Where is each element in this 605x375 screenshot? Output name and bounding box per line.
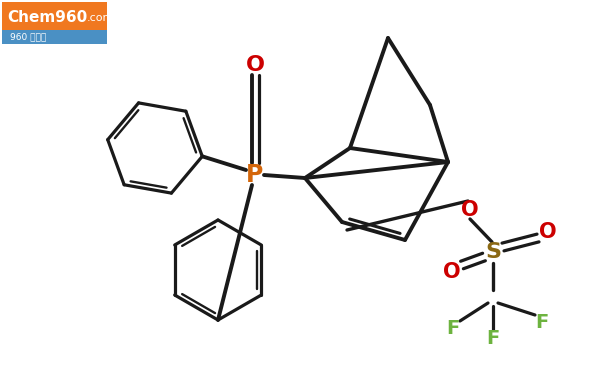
Text: 960 化工网: 960 化工网 — [10, 33, 46, 42]
Text: O: O — [443, 262, 461, 282]
Text: P: P — [246, 163, 264, 187]
Text: .com: .com — [87, 13, 114, 23]
Text: F: F — [486, 328, 500, 348]
Text: O: O — [539, 222, 557, 242]
Text: F: F — [535, 312, 549, 332]
Polygon shape — [2, 30, 107, 44]
Text: O: O — [246, 55, 264, 75]
Text: O: O — [461, 200, 479, 220]
Text: Chem960: Chem960 — [7, 10, 87, 26]
Text: F: F — [446, 318, 460, 338]
Polygon shape — [2, 2, 107, 30]
Text: S: S — [485, 242, 501, 262]
